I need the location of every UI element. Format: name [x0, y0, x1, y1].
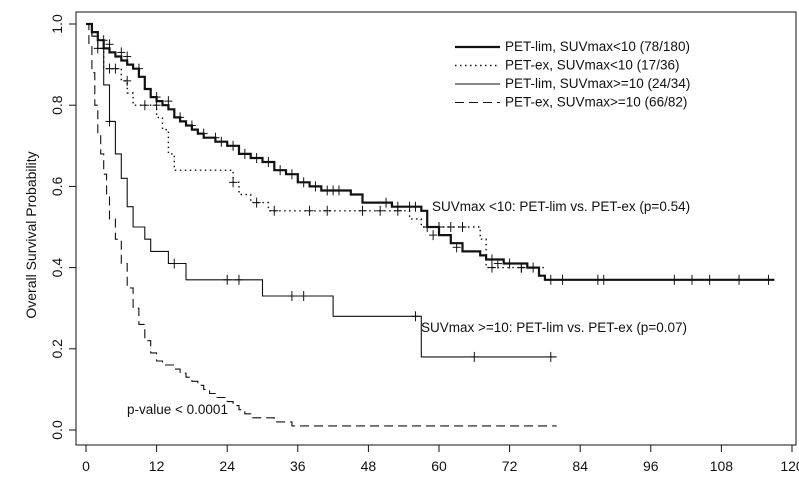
series-line-1	[86, 22, 775, 281]
censor-mark	[170, 258, 179, 269]
annotation-overall-p: p-value < 0.0001	[127, 402, 228, 417]
annotation-low-suv: SUVmax <10: PET-lim vs. PET-ex (p=0.54)	[432, 199, 690, 214]
x-tick-label: 84	[572, 458, 588, 474]
censor-mark	[229, 177, 238, 188]
censor-mark	[187, 120, 196, 131]
censor-mark	[382, 197, 391, 208]
censor-mark	[276, 165, 285, 176]
censor-mark	[452, 242, 461, 253]
censor-mark	[376, 205, 385, 216]
censor-mark	[670, 274, 679, 285]
censor-mark	[599, 274, 608, 285]
survival-curves	[86, 22, 775, 427]
censor-mark	[270, 205, 279, 216]
legend-label-3: PET-lim, SUVmax>=10 (24/34)	[505, 76, 690, 91]
x-tick-label: 60	[431, 458, 447, 474]
censor-mark	[105, 116, 114, 127]
censor-mark	[252, 152, 261, 163]
censor-mark	[705, 274, 714, 285]
x-tick-label: 108	[710, 458, 734, 474]
y-axis-title: Overall Survival Probability	[23, 151, 39, 318]
x-tick-label: 0	[82, 458, 90, 474]
censor-mark	[134, 63, 143, 74]
censor-mark	[229, 140, 238, 151]
censor-mark	[429, 230, 438, 241]
censor-mark	[252, 197, 261, 208]
y-axis: 0.0 0.2 0.4 0.6 0.8 1.0	[49, 14, 76, 440]
x-tick-label: 72	[502, 458, 518, 474]
censor-mark	[176, 112, 185, 123]
censor-mark	[240, 148, 249, 159]
censor-mark	[493, 258, 502, 269]
y-tick-label: 0.8	[49, 95, 65, 115]
censor-mark	[517, 262, 526, 273]
plot-border	[75, 11, 797, 446]
censor-mark	[505, 258, 514, 269]
censor-mark	[411, 311, 420, 322]
y-tick-label: 0.0	[49, 420, 65, 440]
censor-mark	[546, 274, 555, 285]
y-tick-label: 0.6	[49, 176, 65, 196]
censor-mark	[140, 100, 149, 111]
censor-mark	[287, 169, 296, 180]
series-line-4	[86, 23, 557, 427]
censor-mark	[211, 132, 220, 143]
censor-mark	[423, 222, 432, 232]
y-tick-label: 0.4	[49, 258, 65, 278]
censor-mark	[299, 177, 308, 188]
legend: PET-lim, SUVmax<10 (78/180) PET-ex, SUVma…	[455, 39, 690, 110]
censor-mark	[217, 136, 226, 147]
censor-mark	[234, 274, 243, 285]
censor-mark	[735, 274, 744, 285]
censor-mark	[546, 351, 555, 362]
y-tick-label: 1.0	[49, 14, 65, 34]
censor-mark	[111, 63, 120, 74]
censor-mark	[123, 51, 132, 62]
censor-mark	[446, 222, 455, 232]
plot-frame	[75, 11, 797, 446]
censor-mark	[558, 274, 567, 285]
annotation-high-suv: SUVmax >=10: PET-lim vs. PET-ex (p=0.07)	[421, 320, 687, 335]
censor-mark	[334, 185, 343, 196]
censor-mark	[764, 274, 773, 285]
censor-mark	[264, 157, 273, 168]
censor-mark	[435, 222, 443, 232]
legend-label-4: PET-ex, SUVmax>=10 (66/82)	[505, 95, 687, 110]
censor-mark	[287, 291, 296, 302]
censor-mark	[199, 128, 208, 139]
censor-mark	[223, 274, 232, 285]
censor-mark	[470, 351, 479, 362]
series-line-3	[86, 23, 557, 358]
censor-mark	[458, 222, 467, 232]
legend-label-2: PET-ex, SUVmax<10 (17/36)	[505, 58, 679, 73]
censor-mark	[117, 47, 126, 58]
censor-mark	[123, 75, 132, 86]
x-tick-label: 96	[643, 458, 659, 474]
x-tick-label: 120	[780, 458, 799, 474]
censor-mark	[311, 181, 320, 192]
censor-mark	[358, 205, 367, 216]
censor-mark	[164, 96, 173, 107]
legend-label-1: PET-lim, SUVmax<10 (78/180)	[505, 39, 690, 54]
censor-mark	[99, 35, 108, 46]
censor-mark	[305, 205, 314, 216]
censor-mark	[299, 291, 308, 302]
censor-mark	[105, 39, 114, 50]
x-tick-label: 36	[290, 458, 306, 474]
x-tick-label: 48	[361, 458, 377, 474]
censor-mark	[393, 205, 402, 216]
y-tick-label: 0.2	[49, 339, 65, 359]
censor-mark	[152, 100, 161, 111]
censor-mark	[487, 262, 496, 273]
x-tick-label: 24	[219, 458, 235, 474]
x-tick-label: 12	[149, 458, 165, 474]
censor-mark	[411, 201, 420, 212]
censor-mark	[323, 205, 332, 216]
x-axis: 0 12 24 36 48 60 72 84 96 108 120	[82, 445, 799, 474]
censor-mark	[687, 274, 696, 285]
series-line-2	[86, 23, 545, 269]
